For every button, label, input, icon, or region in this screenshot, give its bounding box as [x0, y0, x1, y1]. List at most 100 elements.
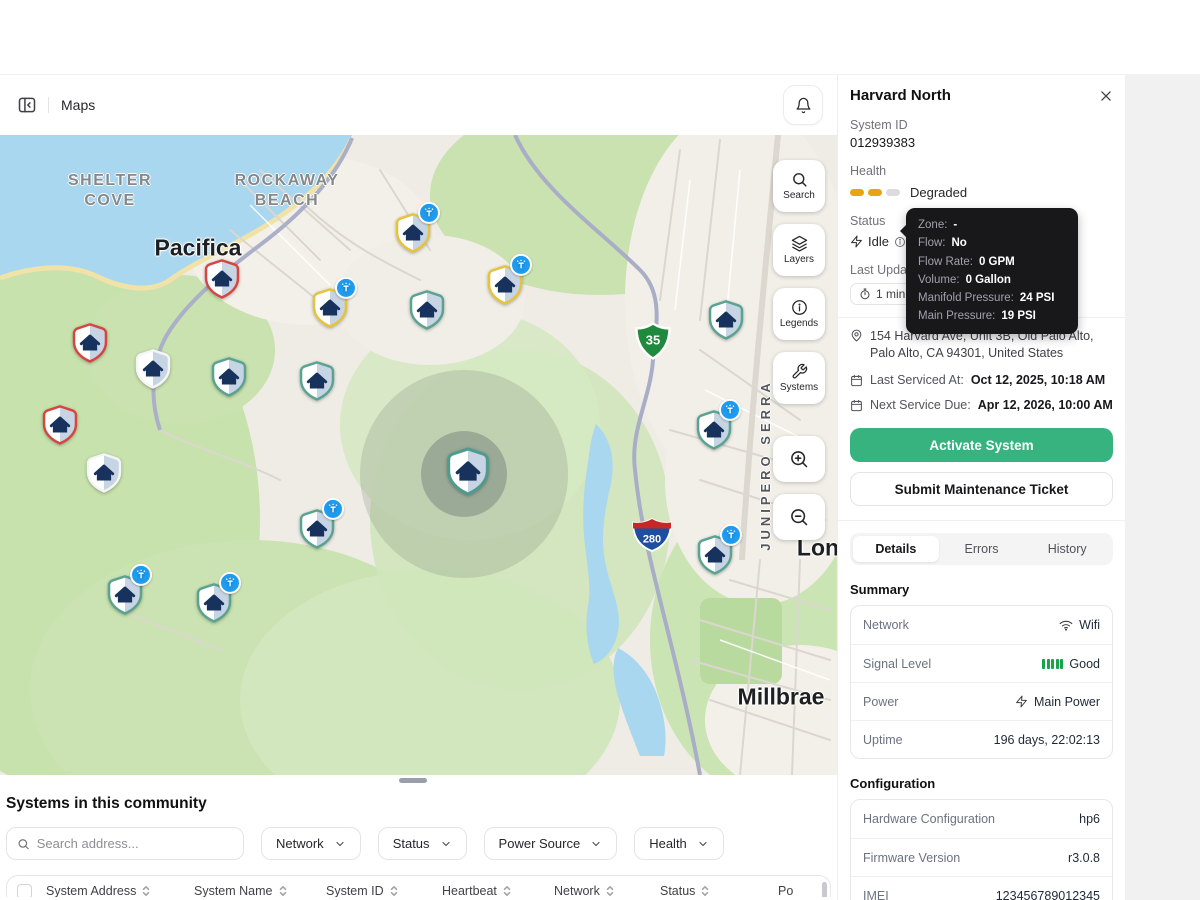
tab-history[interactable]: History	[1047, 542, 1087, 556]
map-systems-button[interactable]: Systems	[773, 352, 825, 404]
system-marker[interactable]	[486, 253, 532, 306]
zoom-in-button[interactable]	[773, 436, 825, 482]
tooltip-row: Main Pressure: 19 PSI	[918, 310, 1036, 323]
system-marker[interactable]	[298, 360, 336, 402]
configuration-heading: Configuration	[850, 776, 936, 791]
map-control-label: Systems	[779, 382, 819, 393]
tooltip-row: Volume: 0 Gallon	[918, 273, 1011, 286]
row-label: Signal Level	[863, 656, 932, 671]
health-value: Degraded	[910, 185, 968, 200]
zoom-out-icon	[791, 509, 808, 526]
row-label: IMEI	[863, 888, 889, 900]
system-marker[interactable]	[41, 404, 79, 446]
map-legends-button[interactable]: Legends	[773, 288, 825, 340]
notifications-button[interactable]	[783, 85, 823, 125]
filter-network[interactable]: Network	[261, 827, 361, 860]
panel-collapse-icon	[18, 97, 36, 113]
table-scrollbar-thumb[interactable]	[822, 882, 827, 897]
submit-maintenance-ticket-button[interactable]: Submit Maintenance Ticket	[850, 472, 1113, 506]
sprinkler-icon	[725, 404, 735, 414]
row-label: Firmware Version	[863, 850, 961, 865]
filter-label: Power Source	[498, 836, 581, 851]
map-layers-button[interactable]: Layers	[773, 224, 825, 276]
system-marker[interactable]	[106, 563, 152, 616]
system-id-value: 012939383	[850, 135, 916, 150]
system-marker[interactable]	[696, 523, 742, 576]
system-marker[interactable]	[210, 356, 248, 398]
system-marker[interactable]	[311, 276, 357, 329]
info-icon[interactable]	[894, 236, 906, 248]
tab-errors[interactable]: Errors	[964, 542, 999, 556]
last-serviced-value: Oct 12, 2025, 10:18 AM	[970, 373, 1106, 387]
close-icon[interactable]	[1099, 89, 1113, 103]
map-markers-layer	[0, 135, 837, 775]
zoom-in-icon	[791, 451, 808, 468]
system-marker[interactable]	[85, 452, 123, 494]
sprinkler-badge	[322, 497, 344, 520]
map-canvas[interactable]: SHELTER COVE ROCKAWAY BEACH Pacifica Mil…	[0, 135, 837, 775]
map-search-button[interactable]: Search	[773, 160, 825, 212]
summary-row-power: Power Main Power	[851, 682, 1112, 720]
system-marker[interactable]	[203, 258, 241, 300]
systems-table: System Address System Name System ID Hea…	[6, 875, 831, 897]
column-header[interactable]: System Address	[46, 884, 194, 897]
sprinkler-badge	[720, 523, 742, 546]
filter-power-source[interactable]: Power Source	[483, 827, 618, 860]
systems-list-section: Systems in this community Network Status…	[0, 783, 837, 900]
next-service-label: Next Service Due:	[870, 398, 971, 412]
bolt-icon	[1016, 695, 1027, 708]
selected-system-marker[interactable]	[445, 446, 489, 497]
health-indicator: Degraded	[850, 185, 1113, 200]
column-header[interactable]: Heartbeat	[442, 884, 554, 897]
system-marker[interactable]	[195, 571, 241, 624]
address-search-input[interactable]	[36, 836, 233, 851]
system-marker[interactable]	[71, 322, 109, 364]
summary-card: Network Wifi Signal Level Good Power Mai…	[850, 605, 1113, 759]
address-search-box[interactable]	[6, 827, 244, 860]
row-value: 123456789012345	[995, 888, 1100, 900]
row-label: Hardware Configuration	[863, 812, 996, 826]
column-header[interactable]: Status	[660, 884, 778, 897]
search-icon	[18, 838, 29, 849]
sprinkler-icon	[341, 282, 351, 292]
system-marker[interactable]	[134, 348, 172, 390]
sprinkler-icon	[516, 259, 526, 269]
activate-system-button[interactable]: Activate System	[850, 428, 1113, 462]
sheet-drag-handle[interactable]	[399, 778, 427, 783]
filter-status[interactable]: Status	[377, 827, 467, 860]
system-marker[interactable]	[298, 497, 344, 550]
filter-label: Network	[276, 836, 324, 851]
legends-icon	[791, 300, 807, 315]
column-header[interactable]: Po	[778, 884, 794, 897]
route-shield-i-number: 280	[643, 534, 661, 546]
systems-table-header: System Address System Name System ID Hea…	[7, 876, 830, 897]
column-header[interactable]: System ID	[326, 884, 442, 897]
tab-details[interactable]: Details	[853, 536, 939, 562]
detail-tabs: Details Errors History	[850, 533, 1113, 565]
system-marker[interactable]	[695, 398, 741, 451]
row-value: hp6	[1079, 812, 1100, 826]
filter-health[interactable]: Health	[634, 827, 724, 860]
column-header[interactable]: System Name	[194, 884, 326, 897]
health-dot	[850, 189, 864, 196]
wifi-icon	[1059, 620, 1073, 631]
sort-icon	[279, 886, 286, 896]
summary-heading: Summary	[850, 582, 910, 597]
sprinkler-badge	[418, 201, 440, 224]
column-header[interactable]: Network	[554, 884, 660, 897]
config-row-firmware: Firmware Version r3.0.8	[851, 838, 1112, 876]
route-shield-i-280: 280	[632, 518, 672, 552]
system-marker[interactable]	[394, 201, 440, 254]
route-shield-ca-35: 35	[635, 322, 671, 360]
status-row: Idle	[850, 234, 1113, 249]
system-marker[interactable]	[707, 299, 745, 341]
system-marker[interactable]	[408, 289, 446, 331]
select-all-checkbox[interactable]	[17, 884, 32, 897]
chevron-down-icon	[592, 841, 600, 846]
map-control-label: Legends	[779, 318, 819, 329]
zoom-out-button[interactable]	[773, 494, 825, 540]
row-value: r3.0.8	[1068, 850, 1100, 865]
sidebar-collapse-button[interactable]	[14, 92, 40, 118]
sort-icon	[503, 886, 511, 896]
sprinkler-badge	[219, 571, 241, 594]
